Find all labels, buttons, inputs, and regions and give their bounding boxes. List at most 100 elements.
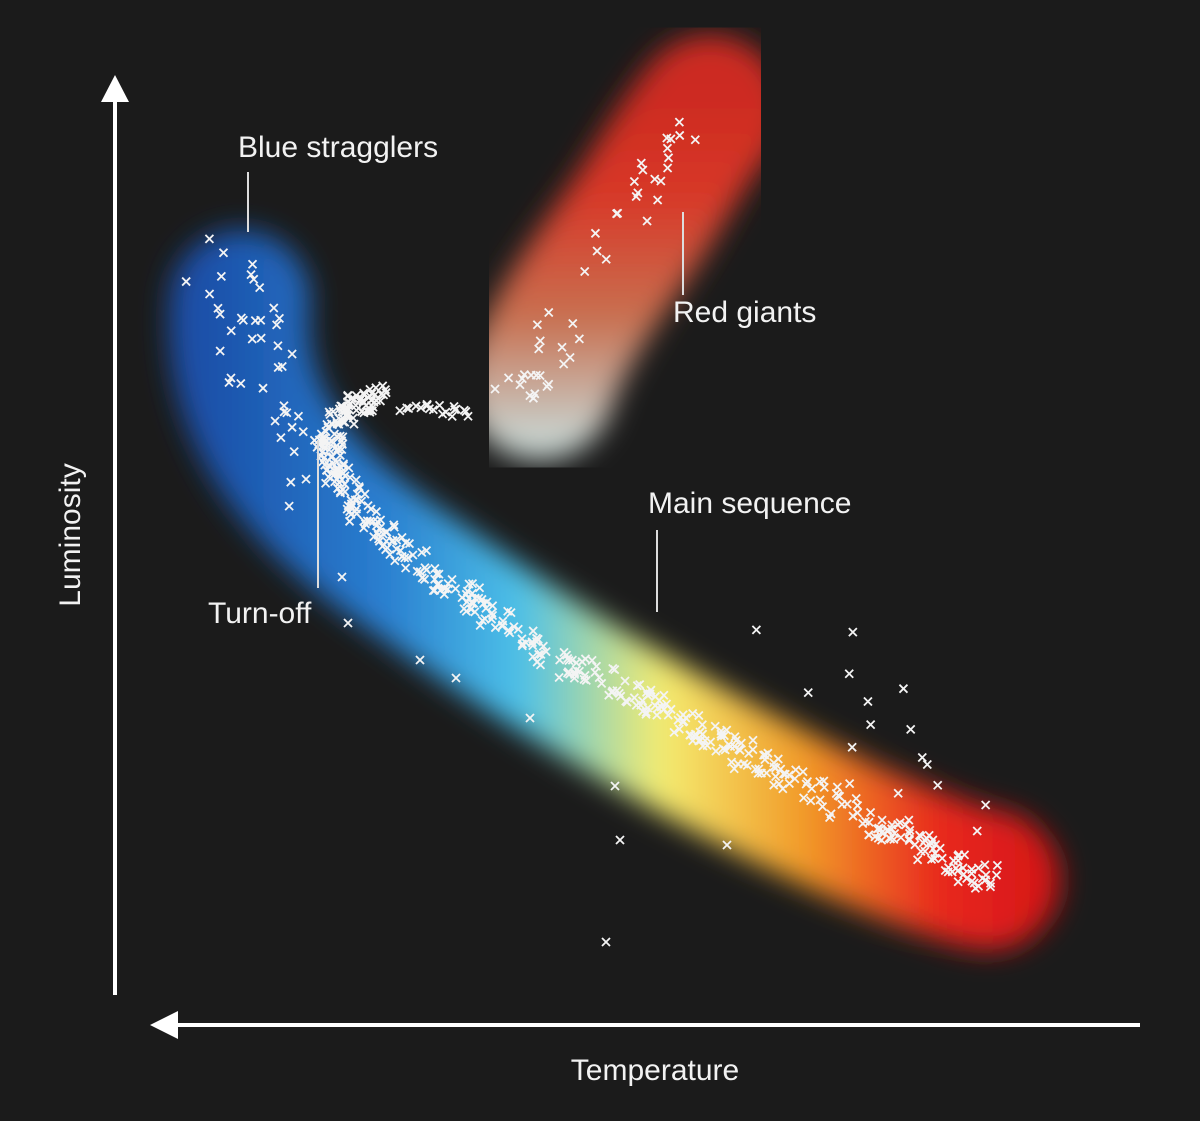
star bbox=[652, 710, 662, 720]
x-axis-label: Temperature bbox=[571, 1054, 739, 1087]
star bbox=[791, 765, 801, 775]
star bbox=[247, 334, 257, 344]
star bbox=[610, 781, 620, 791]
star bbox=[450, 404, 460, 415]
star bbox=[571, 658, 582, 668]
star bbox=[616, 691, 626, 701]
star bbox=[400, 563, 411, 573]
star bbox=[356, 393, 367, 404]
star bbox=[652, 195, 663, 205]
star bbox=[346, 502, 356, 513]
star bbox=[271, 320, 282, 330]
star bbox=[601, 937, 611, 947]
star bbox=[826, 809, 836, 819]
star bbox=[921, 833, 932, 843]
star bbox=[459, 405, 469, 415]
star bbox=[930, 839, 941, 850]
star bbox=[866, 720, 876, 730]
star bbox=[803, 687, 813, 698]
star bbox=[848, 811, 858, 821]
star bbox=[371, 506, 382, 517]
star bbox=[906, 724, 916, 735]
star bbox=[215, 346, 225, 356]
star bbox=[273, 341, 283, 351]
star bbox=[771, 771, 781, 782]
star bbox=[848, 627, 858, 637]
star bbox=[815, 795, 825, 805]
star bbox=[753, 768, 763, 778]
star bbox=[324, 445, 334, 455]
star bbox=[554, 672, 564, 683]
star bbox=[327, 451, 338, 462]
star bbox=[798, 793, 809, 803]
star bbox=[642, 216, 652, 226]
star bbox=[663, 153, 674, 163]
star bbox=[806, 796, 816, 806]
star bbox=[270, 416, 280, 426]
star bbox=[475, 620, 485, 631]
star bbox=[972, 826, 982, 836]
star bbox=[904, 835, 914, 846]
star bbox=[246, 269, 256, 280]
star bbox=[784, 770, 794, 780]
star bbox=[532, 657, 542, 667]
star bbox=[218, 248, 229, 258]
star bbox=[389, 520, 399, 530]
star bbox=[653, 703, 663, 713]
star bbox=[876, 835, 887, 845]
star bbox=[519, 369, 529, 380]
star bbox=[344, 516, 355, 526]
star bbox=[498, 616, 508, 626]
star bbox=[610, 664, 620, 675]
star bbox=[544, 307, 554, 318]
star bbox=[513, 624, 523, 634]
star bbox=[557, 342, 567, 352]
star bbox=[487, 601, 498, 611]
star bbox=[324, 407, 334, 417]
star bbox=[885, 834, 896, 844]
star bbox=[973, 863, 984, 873]
star bbox=[590, 667, 600, 678]
star bbox=[503, 373, 514, 383]
star bbox=[380, 384, 391, 395]
star bbox=[863, 696, 873, 707]
star bbox=[236, 313, 247, 323]
star bbox=[282, 408, 292, 418]
star bbox=[487, 610, 498, 621]
star bbox=[852, 800, 863, 811]
star bbox=[612, 208, 623, 218]
star bbox=[255, 283, 265, 293]
star bbox=[735, 745, 745, 756]
star bbox=[509, 622, 519, 632]
star bbox=[991, 870, 1002, 880]
star bbox=[463, 411, 473, 421]
star bbox=[408, 550, 418, 560]
star bbox=[360, 489, 370, 499]
star bbox=[898, 684, 909, 694]
star bbox=[937, 853, 947, 863]
star bbox=[922, 759, 932, 770]
star bbox=[335, 431, 345, 441]
star bbox=[844, 669, 854, 679]
star bbox=[663, 710, 673, 720]
star bbox=[215, 309, 225, 319]
star bbox=[895, 818, 905, 828]
star bbox=[247, 259, 258, 269]
star bbox=[872, 824, 883, 834]
star bbox=[876, 824, 886, 834]
star bbox=[348, 413, 358, 423]
star bbox=[226, 326, 236, 336]
star bbox=[332, 465, 342, 475]
stars bbox=[181, 117, 1003, 947]
star bbox=[798, 767, 808, 777]
star bbox=[505, 628, 515, 638]
star bbox=[751, 625, 762, 635]
star bbox=[517, 639, 528, 649]
star bbox=[276, 432, 286, 443]
star bbox=[615, 835, 625, 845]
star bbox=[389, 522, 399, 532]
star bbox=[216, 271, 226, 281]
star bbox=[697, 720, 707, 730]
star bbox=[650, 174, 660, 184]
